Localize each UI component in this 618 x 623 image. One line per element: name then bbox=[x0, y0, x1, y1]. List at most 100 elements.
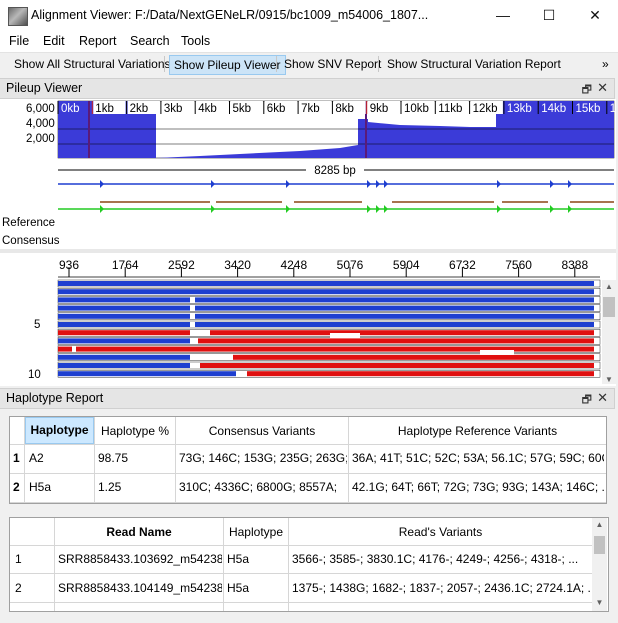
toolbar bbox=[0, 52, 618, 77]
reference-variant-marker bbox=[384, 205, 388, 213]
show-sv-report-button[interactable]: Show Structural Variation Report bbox=[387, 57, 561, 71]
show-pileup-viewer-button[interactable]: Show Pileup Viewer bbox=[169, 55, 286, 75]
scroll-down-icon[interactable]: ▼ bbox=[605, 375, 613, 384]
minimize-button[interactable]: — bbox=[496, 7, 510, 23]
undock-icon[interactable]: 🗗 bbox=[581, 84, 592, 96]
toolbar-overflow-button[interactable]: » bbox=[602, 57, 609, 71]
show-snv-report-button[interactable]: Show SNV Report bbox=[284, 57, 382, 71]
column-header-consensus-variants[interactable]: Consensus Variants bbox=[208, 424, 316, 438]
row-index: 2 bbox=[13, 480, 20, 494]
read-segment bbox=[58, 297, 190, 303]
kb-label: 2kb bbox=[130, 103, 149, 115]
column-header-haplotype-percent[interactable]: Haplotype % bbox=[100, 424, 170, 438]
kb-label: 16kb bbox=[610, 103, 616, 115]
scroll-up-icon[interactable]: ▲ bbox=[595, 520, 604, 529]
position-tick-label: 4248 bbox=[280, 258, 307, 272]
reference-variant-marker bbox=[367, 205, 371, 213]
menu-edit[interactable]: Edit bbox=[43, 34, 65, 48]
read-segment bbox=[247, 371, 594, 377]
kb-label: 8kb bbox=[335, 103, 354, 115]
read-name-cell[interactable]: SRR8858433.103692_m54238_... bbox=[58, 552, 222, 566]
column-header-haplotype[interactable]: Haplotype bbox=[25, 417, 94, 444]
kb-cell bbox=[299, 101, 332, 114]
read-name-cell[interactable]: SRR8858433.104149_m54238_... bbox=[58, 581, 222, 595]
toolbar-separator bbox=[276, 56, 277, 72]
reference-variants-cell[interactable]: 42.1G; 64T; 66T; 72G; 73G; 93G; 143A; 14… bbox=[352, 480, 604, 494]
maximize-button[interactable]: ☐ bbox=[542, 7, 556, 23]
position-tick-label: 1764 bbox=[112, 258, 139, 272]
kb-label: 11kb bbox=[438, 103, 462, 115]
consensus-track-label: Consensus bbox=[2, 235, 60, 247]
position-tick-label: 3420 bbox=[224, 258, 251, 272]
kb-label: 15kb bbox=[576, 103, 601, 115]
menu-file[interactable]: File bbox=[9, 34, 30, 48]
scroll-down-icon[interactable]: ▼ bbox=[595, 598, 604, 607]
read-segment bbox=[195, 305, 594, 311]
reads-scrollbar[interactable]: ▲ ▼ bbox=[592, 518, 607, 611]
undock-icon[interactable]: 🗗 bbox=[581, 394, 592, 406]
pileup-scrollbar[interactable] bbox=[602, 280, 616, 384]
menu-search[interactable]: Search bbox=[130, 34, 170, 48]
kb-cell bbox=[230, 101, 263, 114]
reference-track-label: Reference bbox=[2, 217, 56, 229]
position-axis: 936 1764 2592 3420 4248 5076 5904 6732 7560 8388 bbox=[58, 258, 600, 278]
row-index: 1 bbox=[15, 552, 22, 566]
column-header-reference-variants[interactable]: Haplotype Reference Variants bbox=[397, 424, 558, 438]
position-tick-label: 5904 bbox=[393, 258, 420, 272]
pileup-scroll-thumb[interactable] bbox=[603, 297, 615, 317]
position-tick-label: 7560 bbox=[505, 258, 532, 272]
haplotype-cell[interactable]: H5a bbox=[29, 480, 52, 494]
haplotype-percent-cell[interactable]: 1.25 bbox=[98, 480, 122, 494]
close-button[interactable]: ✕ bbox=[589, 7, 601, 23]
coverage-slope bbox=[156, 145, 358, 158]
column-header-read-name[interactable]: Read Name bbox=[106, 525, 172, 539]
scroll-up-icon[interactable]: ▲ bbox=[605, 282, 613, 291]
pileup-canvas: 0kb 1kb 2kb 3kb 4kb 5kb 6kb 7kb 8kb 9kb 10kb 11kb 12… bbox=[0, 100, 616, 384]
consensus-variants-cell[interactable]: 73G; 146C; 153G; 235G; 263G; ... bbox=[179, 451, 347, 465]
row-index: 1 bbox=[13, 451, 20, 465]
read-variants-cell[interactable]: 3566-; 3585-; 3830.1C; 4176-; 4249-; 425… bbox=[292, 552, 579, 566]
title-bar: Alignment Viewer: F:/Data/NextGENeLR/091… bbox=[0, 0, 618, 31]
toolbar-separator bbox=[164, 56, 165, 72]
read-haplotype-cell[interactable]: H5a bbox=[227, 581, 250, 595]
read-segment bbox=[58, 363, 190, 368]
kb-label: 10kb bbox=[404, 103, 429, 115]
haplotype-cell[interactable]: A2 bbox=[29, 451, 44, 465]
reference-variant-marker bbox=[550, 205, 554, 213]
haplotype-table: Haplotype Haplotype % Consensus Variants… bbox=[9, 416, 607, 504]
close-icon[interactable]: ✕ bbox=[597, 390, 608, 405]
column-header-read-variants[interactable]: Read's Variants bbox=[398, 525, 483, 539]
read-segment bbox=[58, 322, 190, 327]
kb-label: 3kb bbox=[164, 103, 183, 115]
read-haplotype-cell[interactable]: H5a bbox=[227, 552, 250, 566]
span-label: 8285 bp bbox=[314, 165, 356, 177]
column-header-haplotype[interactable]: Haplotype bbox=[228, 525, 284, 539]
reference-variant-marker bbox=[497, 205, 501, 213]
menu-bar bbox=[0, 31, 618, 52]
kb-label: 4kb bbox=[198, 103, 217, 115]
row-label: 10 bbox=[28, 369, 41, 381]
menu-tools[interactable]: Tools bbox=[181, 34, 211, 48]
consensus-variant-marker bbox=[211, 180, 215, 188]
position-tick-label: 8388 bbox=[561, 258, 588, 272]
kb-cell bbox=[333, 101, 366, 114]
read-segment bbox=[195, 297, 594, 303]
kb-ruler: 0kb 1kb 2kb 3kb 4kb 5kb 6kb 7kb 8kb 9kb 10kb 11kb 12… bbox=[57, 101, 616, 115]
read-segment bbox=[58, 346, 72, 352]
region-marker bbox=[88, 101, 90, 158]
menu-report[interactable]: Report bbox=[79, 34, 117, 48]
reference-variants-cell[interactable]: 36A; 41T; 51C; 52C; 53A; 56.1C; 57G; 59C… bbox=[352, 451, 604, 465]
consensus-variant-marker bbox=[497, 180, 501, 188]
kb-label: 1kb bbox=[95, 103, 114, 115]
reads-scroll-thumb[interactable] bbox=[594, 536, 605, 554]
close-icon[interactable]: ✕ bbox=[597, 80, 608, 95]
show-all-sv-button[interactable]: Show All Structural Variations bbox=[14, 57, 171, 71]
read-variants-cell[interactable]: 1375-; 1438G; 1682-; 1837-; 2057-; 2436.… bbox=[292, 581, 590, 595]
read-segment bbox=[58, 305, 190, 311]
kb-cell bbox=[402, 101, 435, 114]
haplotype-percent-cell[interactable]: 98.75 bbox=[98, 451, 129, 465]
consensus-variants-cell[interactable]: 310C; 4336C; 6800G; 8557A; bbox=[179, 480, 338, 494]
read-segment bbox=[76, 346, 594, 352]
consensus-track bbox=[58, 183, 614, 210]
read-gap bbox=[480, 350, 514, 355]
